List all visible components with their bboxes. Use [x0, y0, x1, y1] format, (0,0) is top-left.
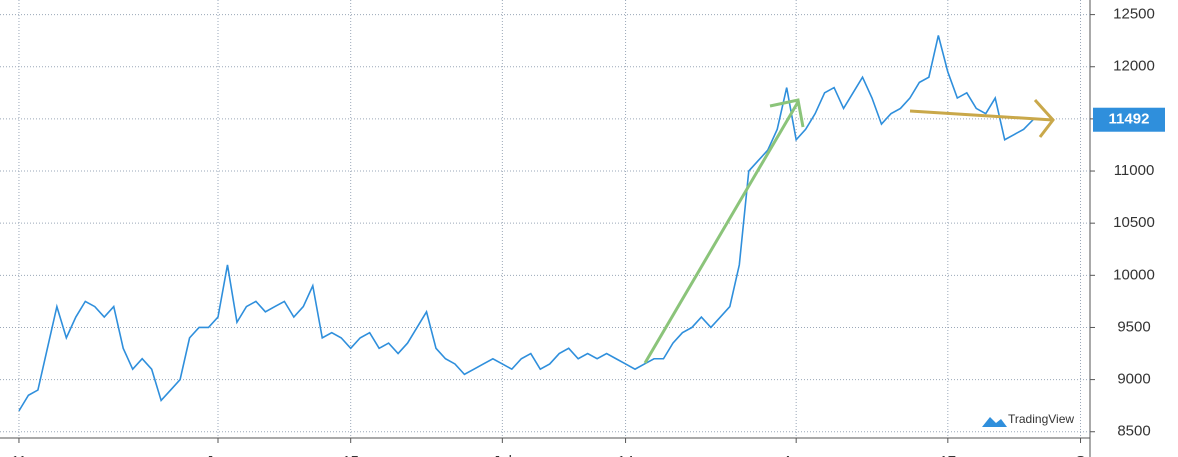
- y-tick-label: 10000: [1113, 266, 1155, 283]
- y-tick-label: 12000: [1113, 58, 1155, 75]
- x-tick-label: Jul: [493, 453, 512, 457]
- trend-arrow: [909, 109, 1054, 122]
- x-tick-label: 15: [342, 453, 359, 457]
- y-tick-label: 9000: [1117, 371, 1150, 388]
- y-tick-label: 8500: [1117, 423, 1150, 440]
- y-tick-label: 12500: [1113, 6, 1155, 23]
- x-tick-label: 14: [617, 453, 634, 457]
- trend-arrow-head: [1033, 98, 1055, 138]
- watermark-text: TradingView: [1008, 412, 1074, 426]
- x-tick-label: Jun: [206, 453, 230, 457]
- y-tick-label: 9500: [1117, 318, 1150, 335]
- price-line: [18, 35, 1034, 412]
- trend-arrow-head: [769, 98, 805, 128]
- trend-arrow: [643, 101, 800, 364]
- x-tick-label: 17: [939, 453, 956, 457]
- x-tick-label: 11: [11, 453, 27, 457]
- watermark-logo: [982, 417, 1007, 427]
- x-tick-label: S: [1076, 453, 1086, 457]
- y-tick-label: 11000: [1114, 162, 1155, 179]
- x-tick-label: Aug: [783, 453, 810, 457]
- y-tick-label: 10500: [1113, 214, 1155, 231]
- watermark: TradingView: [982, 412, 1074, 427]
- last-price-box: [1093, 107, 1165, 132]
- last-price-label: 11492: [1109, 111, 1150, 128]
